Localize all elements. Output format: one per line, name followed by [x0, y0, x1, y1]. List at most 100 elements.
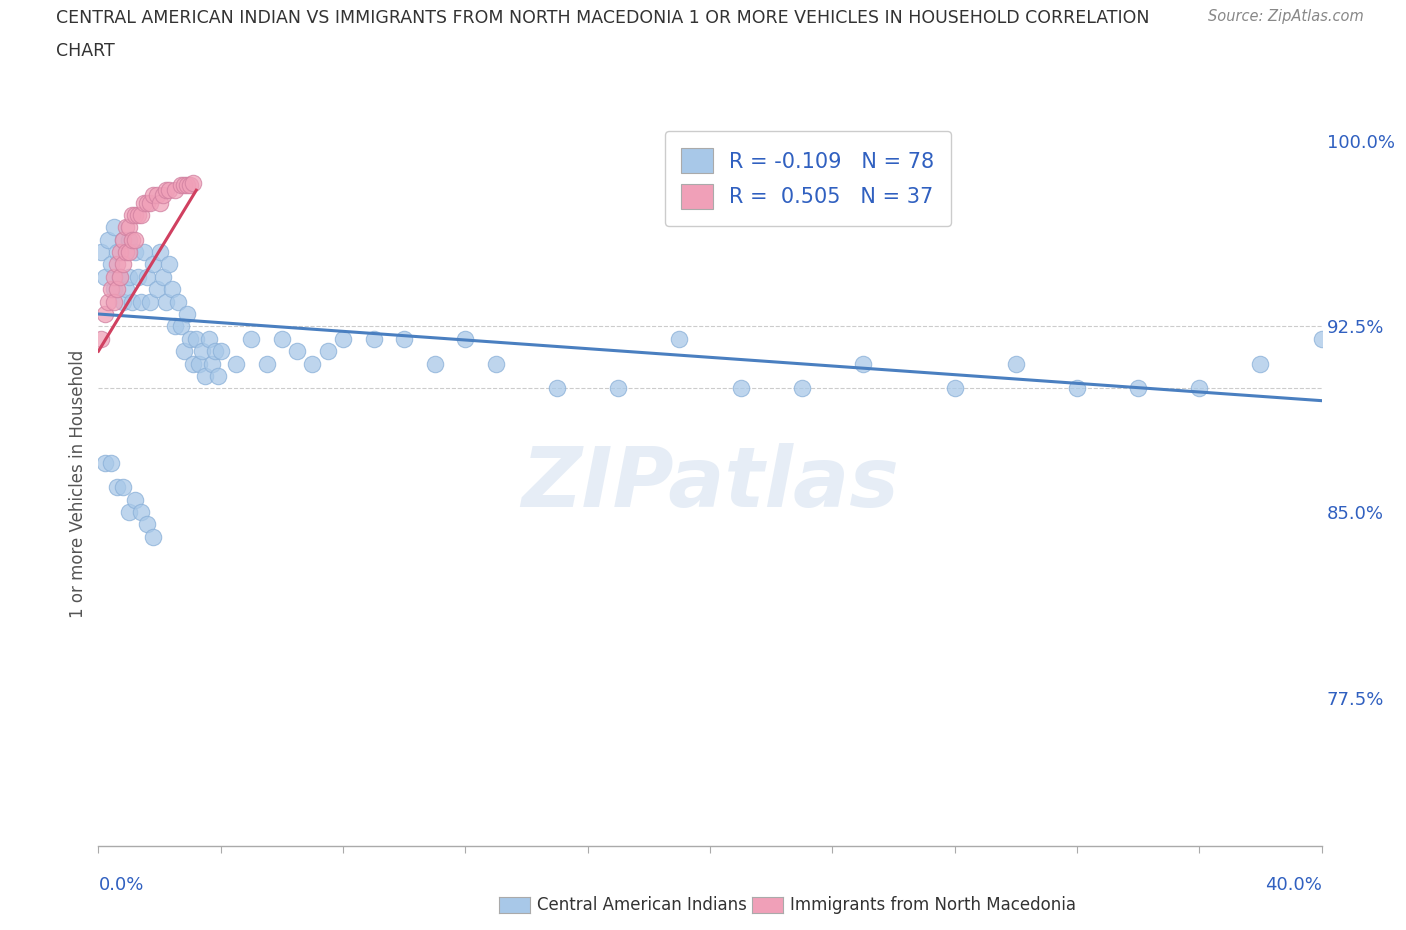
- Point: [1310, 331, 1333, 346]
- Point: [127, 270, 149, 285]
- Point: [668, 331, 690, 346]
- Point: [105, 282, 128, 297]
- Y-axis label: 1 or more Vehicles in Household: 1 or more Vehicles in Household: [69, 350, 87, 618]
- Point: [142, 188, 165, 203]
- Text: Central American Indians: Central American Indians: [537, 896, 747, 914]
- Point: [118, 270, 141, 285]
- Point: [179, 331, 201, 346]
- Point: [270, 331, 292, 346]
- Text: 0.0%: 0.0%: [98, 876, 143, 894]
- Point: [115, 245, 138, 259]
- Point: [108, 270, 131, 285]
- Point: [134, 245, 156, 259]
- Point: [124, 207, 146, 222]
- Point: [157, 183, 180, 198]
- Point: [97, 232, 120, 247]
- Point: [173, 178, 195, 193]
- Point: [139, 294, 162, 309]
- Point: [1004, 356, 1026, 371]
- Point: [852, 356, 875, 371]
- Text: CHART: CHART: [56, 42, 115, 60]
- Point: [170, 178, 193, 193]
- Text: Source: ZipAtlas.com: Source: ZipAtlas.com: [1208, 9, 1364, 24]
- Point: [1188, 381, 1211, 396]
- Point: [155, 294, 177, 309]
- Point: [108, 270, 131, 285]
- Point: [127, 207, 149, 222]
- Point: [142, 529, 165, 544]
- Text: Immigrants from North Macedonia: Immigrants from North Macedonia: [790, 896, 1076, 914]
- Point: [197, 331, 219, 346]
- Point: [152, 270, 174, 285]
- Text: ZIPatlas: ZIPatlas: [522, 443, 898, 525]
- Point: [105, 245, 128, 259]
- Point: [1066, 381, 1088, 396]
- Point: [1128, 381, 1150, 396]
- Point: [485, 356, 508, 371]
- Point: [103, 294, 125, 309]
- Point: [136, 270, 159, 285]
- Point: [546, 381, 568, 396]
- Point: [105, 480, 128, 495]
- Point: [90, 331, 112, 346]
- Point: [103, 219, 125, 234]
- Point: [118, 505, 141, 520]
- Point: [194, 368, 217, 383]
- Point: [730, 381, 752, 396]
- Point: [108, 245, 131, 259]
- Point: [145, 282, 167, 297]
- Point: [163, 183, 186, 198]
- Point: [121, 232, 143, 247]
- Point: [176, 307, 198, 322]
- Point: [149, 195, 172, 210]
- Point: [129, 505, 152, 520]
- Point: [111, 294, 134, 309]
- Point: [111, 232, 134, 247]
- Point: [124, 245, 146, 259]
- Point: [136, 517, 159, 532]
- Point: [225, 356, 247, 371]
- Point: [240, 331, 263, 346]
- Point: [363, 331, 385, 346]
- Point: [392, 331, 416, 346]
- Point: [124, 232, 146, 247]
- Point: [209, 344, 232, 359]
- Point: [285, 344, 308, 359]
- Point: [332, 331, 354, 346]
- Point: [1249, 356, 1271, 371]
- Point: [607, 381, 630, 396]
- Point: [170, 319, 193, 334]
- Point: [943, 381, 966, 396]
- Point: [118, 232, 141, 247]
- Point: [256, 356, 278, 371]
- Point: [105, 257, 128, 272]
- Point: [129, 294, 152, 309]
- Point: [181, 356, 204, 371]
- Point: [152, 188, 174, 203]
- Point: [145, 188, 167, 203]
- Point: [90, 245, 112, 259]
- Point: [93, 307, 115, 322]
- Point: [93, 270, 115, 285]
- Point: [188, 356, 211, 371]
- Legend: R = -0.109   N = 78, R =  0.505   N = 37: R = -0.109 N = 78, R = 0.505 N = 37: [665, 131, 950, 226]
- Point: [207, 368, 229, 383]
- Point: [200, 356, 222, 371]
- Point: [97, 294, 120, 309]
- Point: [115, 219, 138, 234]
- Point: [191, 344, 214, 359]
- Point: [423, 356, 446, 371]
- Point: [316, 344, 339, 359]
- Point: [160, 282, 183, 297]
- Point: [181, 176, 204, 191]
- Point: [100, 455, 122, 470]
- Point: [118, 219, 141, 234]
- Point: [173, 344, 195, 359]
- Point: [103, 270, 125, 285]
- Point: [103, 282, 125, 297]
- Point: [167, 294, 190, 309]
- Point: [121, 207, 143, 222]
- Point: [149, 245, 172, 259]
- Point: [111, 480, 134, 495]
- Point: [115, 282, 138, 297]
